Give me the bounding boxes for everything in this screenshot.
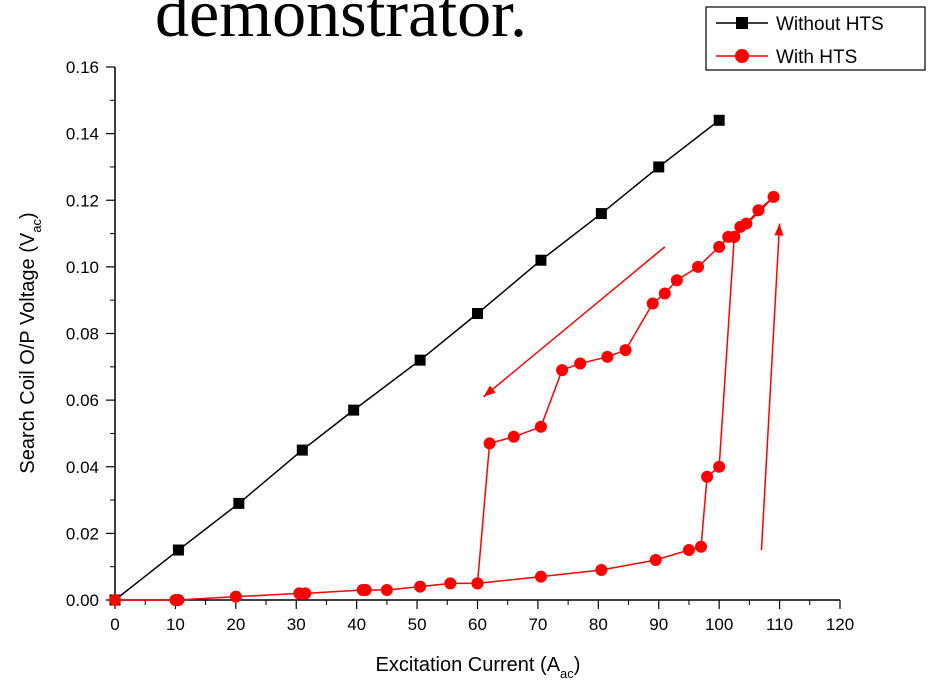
y-tick-label: 0.12 — [66, 191, 99, 210]
y-tick-label: 0.16 — [66, 58, 99, 77]
legend-marker-without-hts — [736, 17, 748, 29]
data-point-with-hts — [172, 594, 185, 606]
x-tick-label: 50 — [408, 615, 427, 634]
data-point-with-hts — [767, 190, 780, 203]
legend-label-without-hts: Without HTS — [776, 14, 884, 35]
x-tick-label: 90 — [649, 615, 668, 634]
x-axis-label: Excitation Current (Aac) — [376, 654, 581, 681]
y-tick-label: 0.10 — [66, 258, 99, 277]
data-point-without-hts — [348, 404, 360, 416]
x-tick-label: 120 — [826, 615, 854, 634]
x-tick-label: 40 — [347, 615, 366, 634]
data-point-with-hts — [740, 217, 753, 230]
legend-label-with-hts: With HTS — [776, 47, 857, 68]
series-line-with-hts — [115, 196, 775, 601]
data-point-with-hts — [109, 594, 121, 606]
data-point-with-hts — [722, 230, 735, 243]
data-point-with-hts — [444, 577, 457, 590]
annotation-arrow-shaft — [760, 223, 781, 551]
title-fragment: demonstrator. — [155, 0, 527, 51]
data-point-with-hts — [682, 544, 695, 557]
y-tick-label: 0.00 — [66, 591, 99, 610]
data-point-with-hts — [414, 580, 427, 593]
data-point-with-hts — [471, 577, 484, 590]
data-point-without-hts — [653, 161, 665, 173]
x-tick-label: 80 — [589, 615, 608, 634]
y-tick-label: 0.04 — [66, 458, 99, 477]
x-axis-label-subscript: ac — [560, 666, 574, 681]
annotation-arrow-head — [774, 223, 784, 236]
data-point-with-hts — [380, 584, 393, 597]
y-tick-label: 0.08 — [66, 325, 99, 344]
annotation-arrow-shaft — [483, 246, 666, 398]
data-point-without-hts — [296, 444, 308, 456]
data-point-with-hts — [646, 297, 659, 310]
data-point-with-hts — [695, 540, 708, 553]
x-tick-label: 60 — [468, 615, 487, 634]
annotation-layer — [483, 223, 784, 551]
data-point-without-hts — [233, 497, 245, 509]
data-point-with-hts — [658, 287, 671, 300]
data-point-with-hts — [752, 204, 765, 217]
data-point-with-hts — [507, 430, 520, 443]
x-tick-label: 0 — [110, 615, 119, 634]
data-point-with-hts — [670, 274, 683, 287]
data-point-without-hts — [595, 208, 607, 220]
data-point-with-hts — [574, 357, 587, 370]
data-point-with-hts — [692, 260, 705, 273]
data-point-without-hts — [472, 308, 483, 320]
annotation-arrow-head — [483, 385, 496, 397]
x-tick-label: 20 — [226, 615, 245, 634]
y-tick-label: 0.02 — [66, 524, 99, 543]
y-tick-label: 0.06 — [66, 391, 99, 410]
data-point-with-hts — [229, 590, 242, 603]
data-point-with-hts — [299, 587, 312, 600]
data-point-with-hts — [595, 564, 608, 577]
data-point-with-hts — [619, 344, 632, 357]
data-point-with-hts — [701, 470, 714, 483]
data-point-without-hts — [535, 254, 547, 266]
x-tick-label: 10 — [166, 615, 185, 634]
series-layer — [109, 114, 780, 606]
y-tick-label: 0.14 — [66, 125, 99, 144]
y-ticks: 0.00 0.02 0.04 0.06 0.08 0.10 0.12 0.14 0.16 — [66, 58, 115, 610]
data-point-with-hts — [556, 364, 569, 377]
x-ticks: 0 10 20 30 40 50 60 70 80 90 100 110 120 — [110, 600, 854, 634]
data-point-with-hts — [713, 460, 726, 473]
data-point-with-hts — [534, 420, 547, 433]
data-point-with-hts — [534, 570, 547, 583]
legend: Without HTS With HTS — [705, 6, 926, 71]
data-point-without-hts — [713, 114, 725, 126]
x-tick-label: 110 — [766, 615, 793, 634]
data-point-with-hts — [483, 437, 496, 450]
data-point-with-hts — [713, 240, 726, 253]
x-tick-label: 100 — [705, 615, 733, 634]
legend-marker-with-hts — [735, 49, 749, 63]
data-point-without-hts — [172, 544, 184, 556]
data-point-with-hts — [359, 584, 372, 597]
y-axis-label: Search Coil O/P Voltage (Vac) — [17, 212, 44, 473]
y-axis-label-subscript: ac — [29, 219, 44, 233]
x-tick-label: 30 — [287, 615, 306, 634]
data-point-with-hts — [649, 554, 662, 567]
x-tick-label: 70 — [528, 615, 547, 634]
data-point-with-hts — [601, 350, 614, 363]
data-point-without-hts — [414, 354, 426, 366]
